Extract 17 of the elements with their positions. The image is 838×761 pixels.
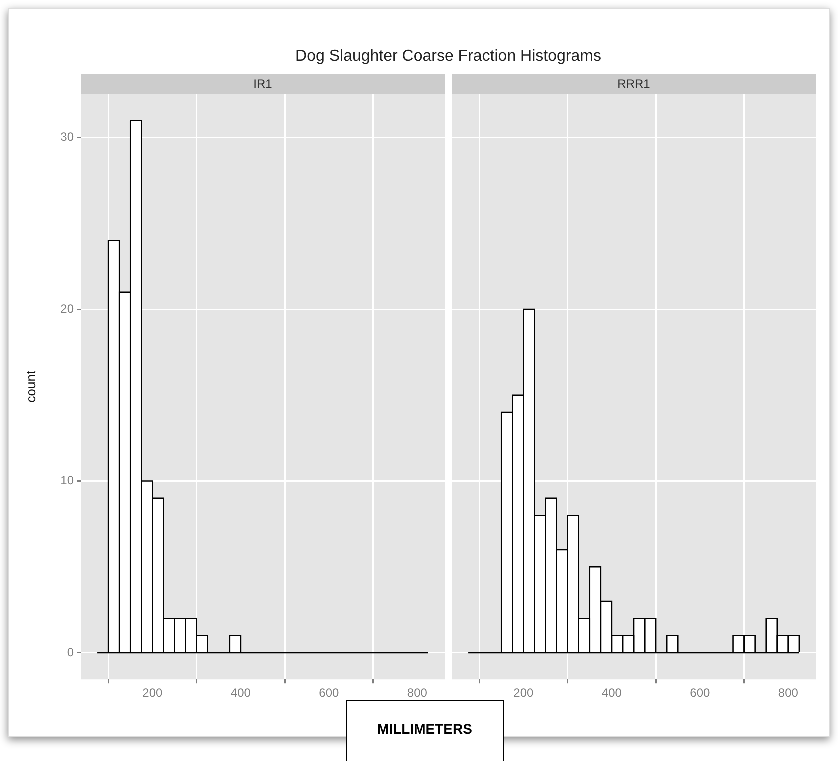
- x-tick-label: 200: [142, 686, 164, 700]
- x-tick-label: 200: [514, 686, 534, 700]
- x-tick-label: 800: [778, 686, 799, 700]
- y-tick-label: 20: [60, 302, 74, 316]
- x-axis-title: MILLIMETERS: [346, 700, 504, 761]
- y-tick-label: 30: [60, 130, 74, 144]
- y-tick-label: 10: [60, 474, 74, 488]
- x-tick-label: 600: [690, 686, 711, 700]
- x-tick-label: 800: [407, 686, 428, 700]
- x-tick-label: 400: [230, 686, 252, 700]
- chart-title: Dog Slaughter Coarse Fraction Histograms: [294, 48, 602, 66]
- y-axis-title: count: [23, 370, 38, 403]
- chart-subtitle: IR1: [81, 74, 445, 94]
- y-tick-label: 0: [67, 645, 74, 660]
- chart-subtitle: RRR1: [452, 74, 816, 94]
- x-tick-label: 400: [602, 686, 622, 700]
- x-tick-label: 600: [319, 686, 340, 700]
